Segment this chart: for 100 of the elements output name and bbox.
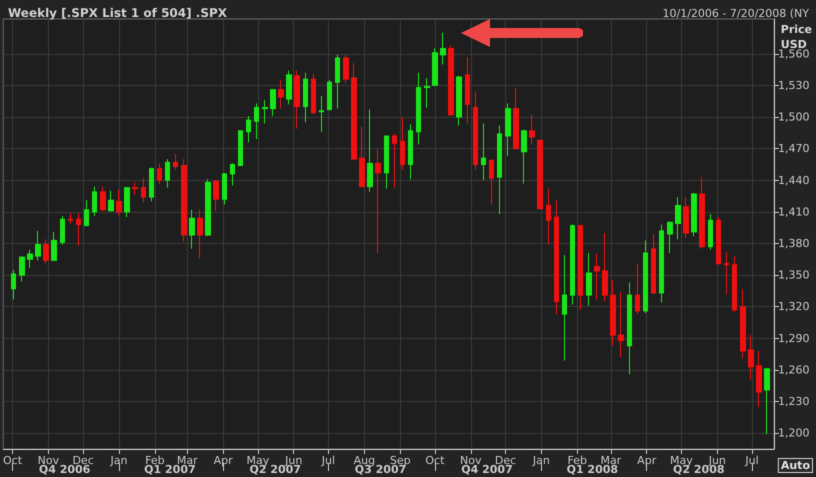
x-tick-label: Jun (284, 454, 302, 467)
candlestick (424, 78, 430, 108)
candlestick (764, 367, 770, 435)
candlestick (618, 291, 624, 358)
candlestick (643, 240, 648, 314)
candlestick (473, 91, 478, 170)
candlestick (367, 109, 373, 192)
candlestick (610, 280, 616, 346)
y-tick-label: 1,470 (778, 142, 810, 156)
candlestick (213, 180, 219, 212)
candlestick (11, 269, 16, 300)
candlestick (586, 252, 592, 306)
text: Auto (780, 459, 810, 472)
y-tick-label: 1,290 (778, 332, 810, 345)
candlestick (392, 133, 397, 188)
candlestick (440, 32, 446, 65)
candlestick (732, 256, 737, 312)
candlestick (294, 70, 300, 130)
candlestick (554, 200, 559, 315)
y-tick-label: 1,530 (778, 78, 810, 92)
candlestick (51, 231, 57, 261)
candlestick (108, 190, 114, 212)
candlestick (335, 54, 340, 110)
candlestick (246, 115, 251, 143)
candlestick (351, 62, 357, 160)
candlestick (100, 186, 106, 212)
candlestick (141, 178, 146, 203)
y-tick-label: 1,500 (778, 110, 810, 124)
candlestick (708, 213, 713, 250)
candlestick (408, 124, 413, 180)
candlestick (748, 334, 754, 380)
candlestick (303, 72, 308, 123)
x-tick-label: Oct (425, 454, 446, 467)
candlestick (327, 80, 332, 110)
candlestick (489, 160, 494, 205)
candlestick (189, 209, 195, 250)
chart-subtitle: 10/1/2006 - 7/20/2008 (NY (662, 7, 810, 20)
candlestick (132, 182, 138, 196)
candlestick (384, 135, 389, 190)
candlestick (683, 196, 689, 239)
candlestick (724, 251, 729, 295)
candlestick (124, 187, 130, 218)
candlestick (157, 162, 162, 185)
candlestick (92, 186, 97, 217)
candlestick (667, 220, 673, 254)
candlestick (76, 212, 81, 246)
candlestick (319, 95, 324, 132)
candlestick (513, 88, 519, 150)
candlestick (716, 216, 721, 266)
candlestick (375, 149, 381, 254)
candlestick (416, 72, 421, 145)
candlestick (286, 70, 292, 105)
chart-title: Weekly [.SPX List 1 of 504] .SPX (8, 6, 228, 20)
candlestick (116, 189, 122, 216)
candlestick (675, 196, 681, 240)
candlestick (35, 230, 41, 261)
candlestick (546, 188, 551, 246)
candlestick (222, 172, 227, 205)
candlestick (756, 350, 762, 408)
x2-tick-label: Q4 2007 (461, 463, 513, 476)
candlestick (570, 224, 575, 306)
candlestick (529, 114, 535, 145)
x-tick-label: May (670, 454, 694, 467)
x2-tick-label: Q4 2006 (38, 463, 91, 476)
candlestick (43, 238, 49, 264)
candlestick (270, 89, 276, 116)
y-tick-label: 1,230 (778, 395, 810, 408)
candlestick (230, 162, 235, 186)
x-tick-label: Jun (708, 454, 726, 467)
x2-tick-label: Q1 2007 (144, 463, 196, 476)
candlestick (205, 178, 211, 237)
candlestick (659, 224, 664, 304)
candlestick (197, 209, 203, 259)
candlestick (254, 102, 259, 140)
x-tick-label: Jul (320, 454, 336, 467)
candlestick (311, 73, 316, 114)
x-tick-label: Oct (2, 454, 23, 467)
candlestick (68, 212, 73, 224)
candlestick (359, 126, 365, 188)
y-tick-label: 1,380 (778, 236, 810, 250)
candlestick (602, 232, 608, 302)
candlestick (400, 116, 405, 170)
candlestick (594, 254, 600, 300)
candlestick (19, 256, 25, 282)
candlestick (465, 56, 470, 124)
x-tick-label: Sep (390, 454, 411, 467)
candlestick (537, 140, 543, 210)
x-tick-label: Jan (109, 454, 128, 467)
y-tick-label: 1,410 (778, 205, 810, 218)
y-tick-label: 1,350 (778, 268, 810, 282)
y-tick-label: 1,320 (778, 300, 810, 314)
candlestick (84, 200, 89, 226)
candlestick (262, 100, 268, 124)
candlestick (238, 130, 243, 166)
x-tick-label: Jan (532, 454, 550, 467)
x-tick-label: May (246, 454, 270, 467)
candlestick (691, 192, 697, 237)
candlestick (562, 254, 567, 361)
candlestick (505, 102, 511, 157)
candlestick (740, 289, 746, 359)
